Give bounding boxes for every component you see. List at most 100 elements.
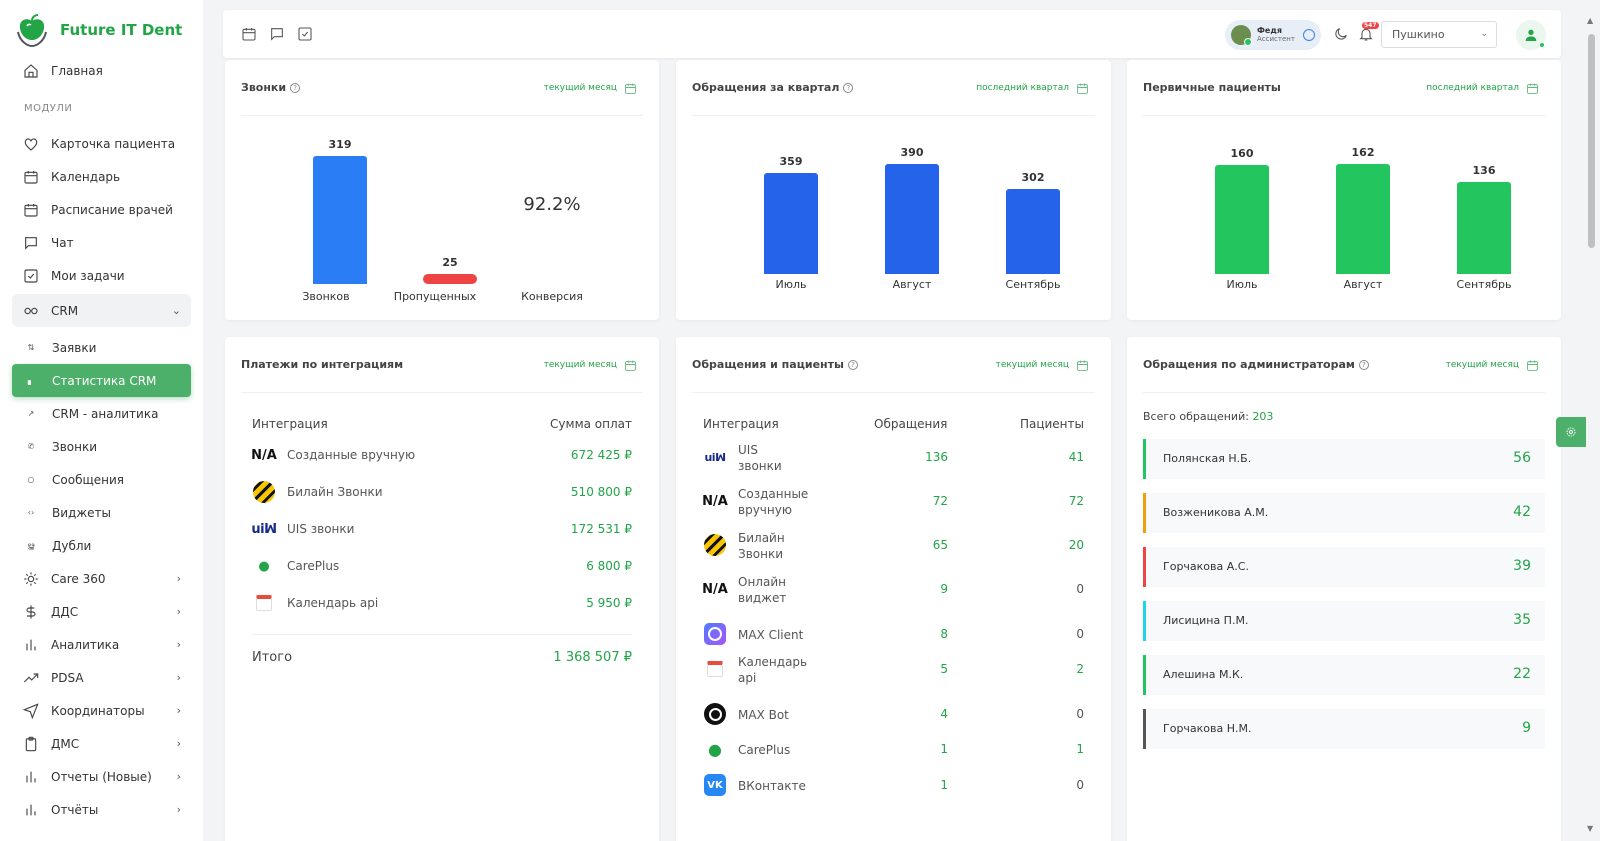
careplus-logo-icon: ● bbox=[708, 739, 722, 759]
chevron-down-icon: ⌄ bbox=[171, 304, 181, 317]
sidebar-subitem-messages[interactable]: ○ Сообщения bbox=[0, 463, 203, 496]
bar-value: 25 bbox=[442, 256, 458, 269]
sidebar-item-label: Календарь bbox=[51, 169, 121, 184]
integration-name: Билайн Звонки bbox=[738, 531, 785, 561]
sidebar-item-chat[interactable]: Чат bbox=[0, 226, 203, 259]
sidebar-item-home[interactable]: Главная bbox=[0, 54, 203, 87]
sidebar-subitem-calls[interactable]: ✆ Звонки bbox=[0, 430, 203, 463]
integration-name: Онлайн виджет bbox=[738, 575, 787, 605]
integration-name: Календарь api bbox=[738, 655, 808, 685]
sidebar-item-label: Звонки bbox=[52, 439, 97, 454]
admin-row[interactable]: Возженикова А.М. 42 bbox=[1143, 493, 1545, 533]
sidebar-item-label: PDSA bbox=[51, 670, 84, 685]
period-label[interactable]: последний квартал bbox=[976, 83, 1069, 93]
help-icon[interactable]: ? bbox=[847, 360, 858, 370]
sidebar-item-analytics[interactable]: Аналитика › bbox=[0, 628, 203, 661]
sidebar-subitem-crm-stats[interactable]: ▖ Статистика CRM bbox=[12, 364, 191, 397]
chart-bar bbox=[1006, 189, 1060, 274]
branch-select[interactable]: Пушкино ⌄ bbox=[1381, 21, 1497, 48]
notifications-button[interactable]: 547 bbox=[1358, 22, 1379, 46]
bar-label: Июль bbox=[775, 278, 807, 291]
sidebar-item-calendar[interactable]: Календарь bbox=[0, 160, 203, 193]
bar-label: Июль bbox=[1226, 278, 1258, 291]
sidebar-subitem-duplicates[interactable]: ൠ Дубли bbox=[0, 529, 203, 562]
sidebar-item-care360[interactable]: Care 360 › bbox=[0, 562, 203, 595]
bar-chart-icon bbox=[22, 801, 40, 819]
home-icon bbox=[22, 62, 40, 80]
help-icon[interactable]: ? bbox=[1358, 360, 1369, 370]
help-icon[interactable]: ? bbox=[843, 83, 854, 93]
period-label[interactable]: текущий месяц bbox=[1445, 360, 1519, 370]
admin-row[interactable]: Лисицина П.М. 35 bbox=[1143, 601, 1545, 641]
total-value: 203 bbox=[1252, 410, 1274, 423]
sidebar-item-reports-new[interactable]: Отчеты (Новые) › bbox=[0, 760, 203, 793]
calendar-icon[interactable] bbox=[1526, 80, 1539, 99]
sidebar-item-dms[interactable]: ДМС › bbox=[0, 727, 203, 760]
integration-name: CarePlus bbox=[287, 559, 340, 573]
sidebar-subitem-widgets[interactable]: ‹› Виджеты bbox=[0, 496, 203, 529]
chart-bar bbox=[1457, 182, 1511, 274]
sidebar-item-crm[interactable]: CRM ⌄ bbox=[12, 294, 191, 327]
calendar-icon[interactable] bbox=[624, 357, 637, 376]
total-label: Всего обращений: bbox=[1143, 410, 1249, 423]
crm-icon bbox=[22, 302, 40, 320]
chevron-right-icon: › bbox=[176, 671, 181, 684]
tasks-icon[interactable] bbox=[297, 26, 313, 46]
bar-value: 302 bbox=[1021, 171, 1045, 184]
sidebar-item-pdsa[interactable]: PDSA › bbox=[0, 661, 203, 694]
admin-count: 42 bbox=[1513, 504, 1531, 520]
table-row: Календарь api 5 2 bbox=[703, 651, 1084, 687]
integration-name: ВКонтакте bbox=[738, 779, 806, 793]
table-row: uiꟽ UIS звонки 136 41 bbox=[703, 439, 1084, 475]
admin-row[interactable]: Полянская Н.Б. 56 bbox=[1143, 439, 1545, 479]
patients-count: 20 bbox=[1068, 538, 1084, 552]
calendar-icon[interactable] bbox=[1076, 80, 1089, 99]
calendar-icon[interactable] bbox=[1076, 357, 1089, 376]
scroll-up-arrow[interactable]: ▲ bbox=[1587, 16, 1594, 25]
requests-count: 9 bbox=[940, 582, 948, 596]
column-header: Интеграция bbox=[252, 417, 328, 431]
admin-row[interactable]: Горчакова А.С. 39 bbox=[1143, 547, 1545, 587]
moon-icon[interactable] bbox=[1333, 26, 1349, 46]
scroll-down-arrow[interactable]: ▼ bbox=[1587, 824, 1594, 833]
admin-row[interactable]: Алешина М.К. 22 bbox=[1143, 655, 1545, 695]
profile-button[interactable] bbox=[1516, 20, 1546, 50]
admin-row[interactable]: Горчакова Н.М. 9 bbox=[1143, 709, 1545, 749]
brand[interactable]: Future IT Dent bbox=[0, 0, 203, 60]
sidebar-subitem-requests[interactable]: ⇅ Заявки bbox=[0, 331, 203, 364]
sidebar-item-label: Статистика CRM bbox=[52, 373, 157, 388]
period-label[interactable]: текущий месяц bbox=[995, 360, 1069, 370]
chart-bar bbox=[1336, 164, 1390, 274]
user-name: Федя bbox=[1257, 26, 1282, 35]
chat-icon[interactable] bbox=[269, 26, 285, 46]
calendar-icon[interactable] bbox=[1526, 357, 1539, 376]
integration-name: MAX Bot bbox=[738, 708, 789, 722]
period-label[interactable]: текущий месяц bbox=[543, 360, 617, 370]
sidebar-item-coordinators[interactable]: Координаторы › bbox=[0, 694, 203, 727]
sidebar-item-tasks[interactable]: Мои задачи bbox=[0, 259, 203, 292]
period-label[interactable]: текущий месяц bbox=[543, 83, 617, 93]
color-stripe bbox=[1143, 709, 1146, 749]
table-row: uiꟽ UIS звонки 172 531 ₽ bbox=[251, 511, 632, 547]
sidebar-subitem-crm-analytics[interactable]: ↗ CRM - аналитика bbox=[0, 397, 203, 430]
period-label[interactable]: последний квартал bbox=[1426, 83, 1519, 93]
color-stripe bbox=[1143, 601, 1146, 641]
sidebar-item-patient-card[interactable]: Карточка пациента bbox=[0, 127, 203, 160]
message-icon[interactable] bbox=[1302, 29, 1315, 41]
sidebar-item-dds[interactable]: ДДС › bbox=[0, 595, 203, 628]
help-icon[interactable]: ? bbox=[290, 83, 301, 93]
requests-count: 136 bbox=[925, 450, 948, 464]
uis-logo-icon: uiꟽ bbox=[251, 521, 277, 537]
current-user[interactable]: Федя Ассистент bbox=[1225, 20, 1321, 50]
sidebar-item-schedule[interactable]: Расписание врачей bbox=[0, 193, 203, 226]
column-header: Обращения bbox=[874, 417, 948, 431]
sidebar-item-label: Чат bbox=[51, 235, 74, 250]
admin-count: 22 bbox=[1513, 666, 1531, 682]
admin-count: 35 bbox=[1513, 612, 1531, 628]
calendar-icon[interactable] bbox=[241, 26, 257, 46]
scrollbar-thumb[interactable] bbox=[1588, 34, 1595, 248]
calendar-icon[interactable] bbox=[624, 80, 637, 99]
settings-button[interactable] bbox=[1556, 417, 1586, 447]
conversion-value: 92.2% bbox=[523, 194, 581, 215]
sidebar-item-reports[interactable]: Отчёты › bbox=[0, 793, 203, 826]
